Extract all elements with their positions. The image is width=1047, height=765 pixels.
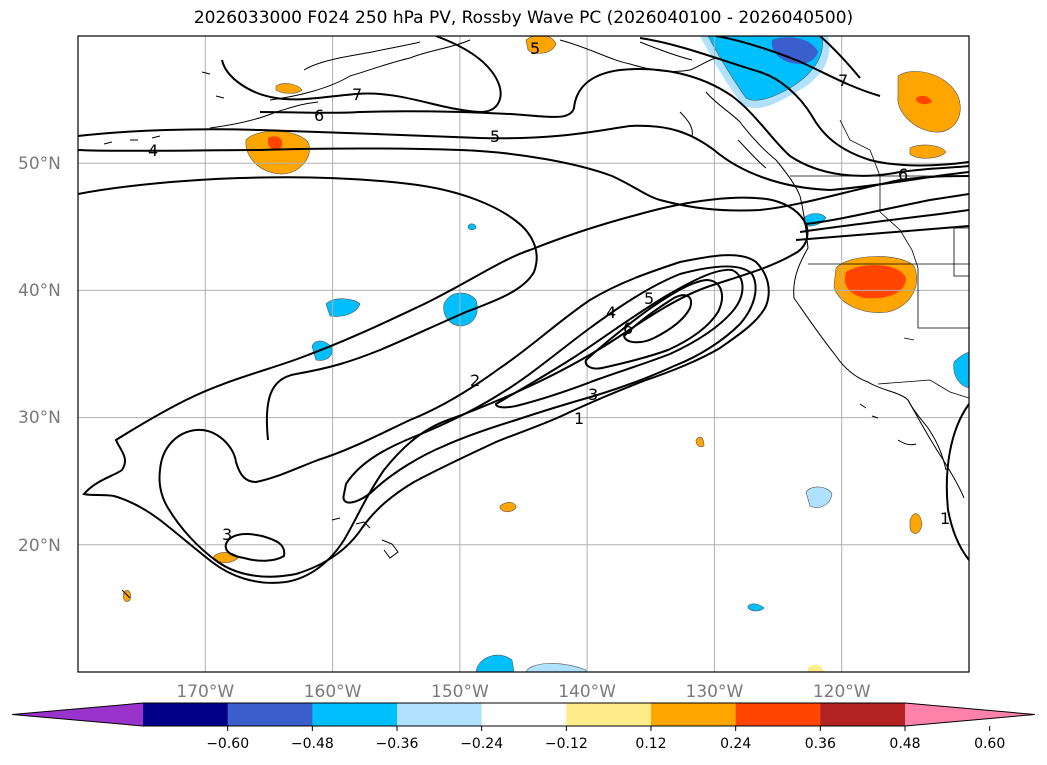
lon-label-150w: 150°W — [431, 682, 489, 702]
positive-anomaly-blob — [275, 83, 303, 94]
pv-contour-4 — [78, 147, 969, 212]
colorbar-outline — [11, 702, 1036, 727]
colorbar-bin — [820, 703, 906, 726]
lon-label-140w: 140°W — [558, 682, 616, 702]
pv-contour-west — [78, 176, 538, 441]
colorbar-bin — [397, 703, 483, 726]
pv-contour-6 — [622, 294, 692, 344]
colorbar-extend-min — [12, 703, 143, 726]
lat-label-40n: 40°N — [18, 281, 61, 301]
colorbar-bin — [143, 703, 229, 726]
positive-anomaly-blob — [525, 36, 557, 54]
contour-label-6b: 6 — [314, 106, 324, 125]
pv-contour-5 — [78, 124, 969, 192]
lat-label-30n: 30°N — [18, 408, 61, 428]
pv-contour-ne — [819, 36, 861, 79]
colorbar-bin — [227, 703, 313, 726]
negative-anomaly-blob — [467, 223, 477, 231]
lat-label-20n: 20°N — [18, 536, 61, 556]
map-background — [78, 36, 969, 672]
pv-contour-east — [795, 225, 969, 241]
negative-anomaly-core — [771, 37, 818, 64]
positive-anomaly-blob — [909, 144, 947, 159]
contour-label-4b: 4 — [148, 141, 158, 160]
longitude-labels: 170°W 160°W 150°W 140°W 130°W 120°W — [176, 682, 870, 702]
positive-anomaly-core — [268, 136, 283, 150]
negative-anomaly-blob — [475, 654, 515, 672]
pv-contour-5 — [584, 278, 723, 370]
pv-contour-east — [805, 193, 969, 225]
colorbar-bin — [312, 703, 398, 726]
pv-contour-2 — [158, 254, 770, 578]
positive-anomaly-core — [916, 95, 932, 105]
pv-contour-east — [799, 209, 969, 233]
contour-label-2: 2 — [470, 371, 480, 390]
pv-contour-6 — [259, 68, 969, 177]
pv-contour-1 — [945, 403, 969, 561]
pv-contour-7 — [639, 37, 969, 167]
colorbar-tick-label: 0.36 — [805, 736, 836, 752]
contour-label-5c: 5 — [490, 127, 500, 146]
contour-label-6c: 6 — [898, 165, 908, 184]
pv-contour-4 — [494, 268, 744, 409]
contour-labels: 1 2 3 4 5 6 7 3 5 4 5 6 7 1 6 — [148, 39, 950, 544]
colorbar-tick-label: −0.60 — [206, 736, 249, 752]
contour-label-1: 1 — [574, 409, 584, 428]
colorbar: −0.60 −0.48 −0.36 −0.24 −0.12 0.12 0.24 0.36 0.4… — [11, 702, 1036, 752]
colorbar-tick-label: 0.24 — [720, 736, 751, 752]
colorbar-tick-label: −0.48 — [291, 736, 334, 752]
negative-anomaly-blob — [311, 340, 333, 361]
map-title: 2026033000 F024 250 hPa PV, Rossby Wave … — [193, 8, 854, 28]
colorbar-bin — [651, 703, 737, 726]
negative-anomaly-blob — [953, 351, 969, 389]
positive-anomaly-blob — [695, 436, 705, 448]
contour-label-3b: 3 — [222, 525, 232, 544]
pv-contour-upper — [715, 36, 881, 97]
pv-contour-1 — [82, 196, 809, 584]
negative-anomaly-blob — [805, 486, 833, 508]
positive-anomaly-blob — [909, 513, 923, 534]
positive-anomaly-blob — [499, 502, 517, 513]
lon-label-170w: 170°W — [176, 682, 234, 702]
colorbar-bin — [481, 703, 567, 726]
map-frame — [77, 35, 970, 673]
colorbar-tick-label: 0.48 — [889, 736, 920, 752]
latitude-labels: 50°N 40°N 30°N 20°N — [18, 154, 61, 556]
contour-label-5: 5 — [644, 289, 654, 308]
colorbar-tick-label: 0.12 — [635, 736, 666, 752]
colorbar-tick-label: −0.36 — [376, 736, 419, 752]
colorbar-tick-label: −0.12 — [545, 736, 588, 752]
colorbar-bin — [566, 703, 652, 726]
contour-label-4: 4 — [606, 303, 616, 322]
colorbar-extend-max — [905, 703, 1035, 726]
colorbar-tick-label: −0.24 — [460, 736, 503, 752]
lon-label-130w: 130°W — [686, 682, 744, 702]
negative-anomaly-blob — [525, 663, 587, 672]
contour-label-7: 7 — [352, 85, 362, 104]
pv-contour-3 — [224, 533, 286, 562]
contour-label-6: 6 — [623, 319, 633, 338]
pv-contours — [78, 36, 969, 584]
contour-label-5b: 5 — [530, 39, 540, 58]
contour-label-3: 3 — [588, 385, 598, 404]
contour-label-1b: 1 — [940, 509, 950, 528]
lon-label-120w: 120°W — [813, 682, 871, 702]
pv-contour-3 — [342, 265, 757, 504]
negative-anomaly-blob — [325, 298, 361, 317]
colorbar-bin — [735, 703, 821, 726]
positive-anomaly-blob — [808, 664, 824, 672]
contour-label-7b: 7 — [838, 71, 848, 90]
negative-anomaly-blob — [747, 603, 765, 612]
colorbar-tick-label: 0.60 — [974, 736, 1005, 752]
lon-label-160w: 160°W — [304, 682, 362, 702]
pv-contour-7 — [221, 36, 502, 114]
lat-label-50n: 50°N — [18, 154, 61, 174]
